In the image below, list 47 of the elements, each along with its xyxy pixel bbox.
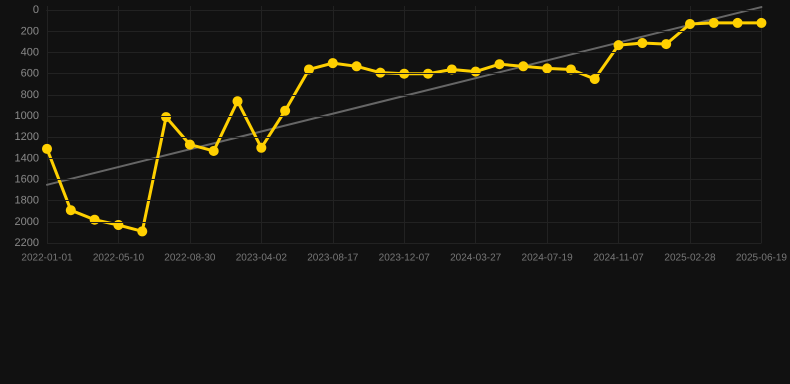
point bbox=[184, 140, 195, 150]
point bbox=[756, 18, 766, 28]
point bbox=[352, 61, 362, 72]
x-tick-label: 2024-07-19 bbox=[522, 252, 574, 264]
point bbox=[732, 18, 743, 28]
point bbox=[661, 39, 672, 50]
point bbox=[494, 59, 504, 70]
x-tick-label: 2024-03-27 bbox=[450, 252, 502, 264]
point bbox=[684, 18, 695, 29]
y-tick-label: 0 bbox=[32, 4, 39, 16]
y-tick-label: 200 bbox=[20, 25, 39, 38]
x-tick-label: 2023-04-02 bbox=[236, 252, 288, 264]
x-tick-label: 2022-05-10 bbox=[92, 252, 144, 264]
y-tick-label: 2000 bbox=[14, 216, 39, 228]
point bbox=[232, 96, 243, 106]
y-tick-label: 1600 bbox=[14, 174, 39, 186]
y-tick-label: 2200 bbox=[14, 237, 39, 249]
point bbox=[328, 58, 338, 68]
x-tick-label: 2025-02-28 bbox=[664, 252, 716, 264]
point bbox=[590, 74, 600, 84]
point bbox=[280, 106, 290, 116]
x-tick-label: 2024-11-07 bbox=[593, 252, 644, 264]
point bbox=[566, 64, 576, 74]
point bbox=[137, 226, 148, 236]
point bbox=[518, 61, 528, 72]
x-tick-label: 2023-08-17 bbox=[307, 252, 359, 264]
point bbox=[637, 38, 648, 48]
y-tick-label: 400 bbox=[20, 46, 39, 59]
point bbox=[256, 142, 266, 153]
point bbox=[708, 18, 719, 28]
point bbox=[446, 64, 457, 74]
point bbox=[304, 64, 314, 74]
x-tick-label: 2025-06-19 bbox=[736, 252, 788, 264]
y-tick-label: 1200 bbox=[14, 131, 39, 144]
y-tick-label: 800 bbox=[20, 88, 39, 101]
point bbox=[66, 205, 76, 216]
point bbox=[614, 40, 624, 50]
y-tick-label: 1400 bbox=[14, 152, 39, 164]
x-tick-label: 2022-08-30 bbox=[164, 252, 216, 264]
y-tick-label: 1800 bbox=[14, 194, 39, 207]
y-tick-label: 1000 bbox=[14, 110, 39, 122]
x-tick-label: 2023-12-07 bbox=[378, 252, 430, 264]
point bbox=[208, 146, 219, 156]
x-tick-label: 2022-01-01 bbox=[21, 252, 74, 264]
point bbox=[42, 144, 52, 154]
point bbox=[542, 63, 552, 74]
y-tick-label: 600 bbox=[20, 68, 39, 80]
